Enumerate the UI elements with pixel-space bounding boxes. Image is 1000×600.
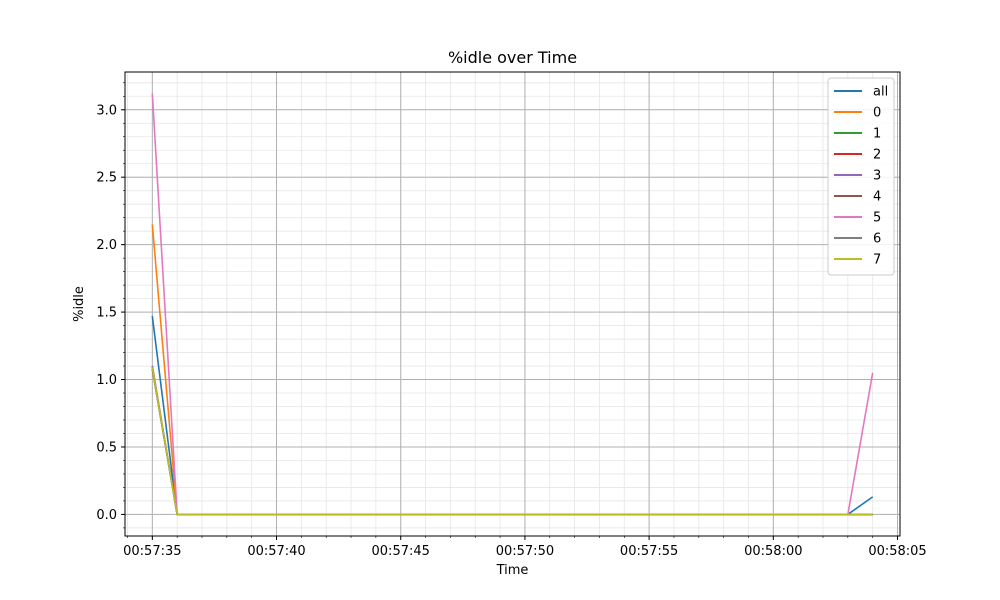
legend-label-4: 4 bbox=[873, 190, 881, 205]
y-tick-label: 0.5 bbox=[96, 440, 117, 455]
legend-label-all: all bbox=[873, 85, 888, 100]
legend-label-3: 3 bbox=[873, 169, 881, 184]
x-tick-label: 00:57:35 bbox=[123, 544, 181, 559]
legend-label-7: 7 bbox=[873, 253, 881, 268]
y-tick-label: 1.5 bbox=[96, 306, 117, 321]
x-tick-label: 00:57:50 bbox=[496, 544, 554, 559]
legend-box bbox=[827, 77, 895, 276]
x-tick-label: 00:57:45 bbox=[372, 544, 430, 559]
y-axis-label: %idle bbox=[72, 286, 87, 322]
x-tick-label: 00:58:00 bbox=[744, 544, 802, 559]
y-tick-label: 2.5 bbox=[96, 171, 117, 186]
grid bbox=[125, 72, 900, 536]
legend-label-5: 5 bbox=[873, 211, 881, 226]
y-tick-label: 0.0 bbox=[96, 508, 117, 523]
series-lines bbox=[151, 93, 874, 516]
y-tick-label: 1.0 bbox=[96, 373, 117, 388]
legend-label-2: 2 bbox=[873, 148, 881, 163]
legend-label-1: 1 bbox=[873, 127, 881, 142]
x-tick-label: 00:57:55 bbox=[620, 544, 678, 559]
y-tick-label: 3.0 bbox=[96, 103, 117, 118]
chart-title: %idle over Time bbox=[448, 48, 577, 67]
series-line-7 bbox=[151, 367, 873, 516]
x-tick-label: 00:57:40 bbox=[247, 544, 305, 559]
x-axis-label: Time bbox=[496, 563, 529, 578]
legend: all 0 1 2 3 4 5 6 7 bbox=[827, 77, 895, 276]
legend-label-6: 6 bbox=[873, 232, 881, 247]
axis-ticks: 00:57:35 00:57:40 00:57:45 00:57:50 00:57:55… bbox=[96, 82, 927, 559]
plot-frame bbox=[124, 71, 901, 537]
y-tick-label: 2.0 bbox=[96, 238, 117, 253]
legend-label-0: 0 bbox=[873, 106, 881, 121]
x-tick-label: 00:58:05 bbox=[868, 544, 926, 559]
